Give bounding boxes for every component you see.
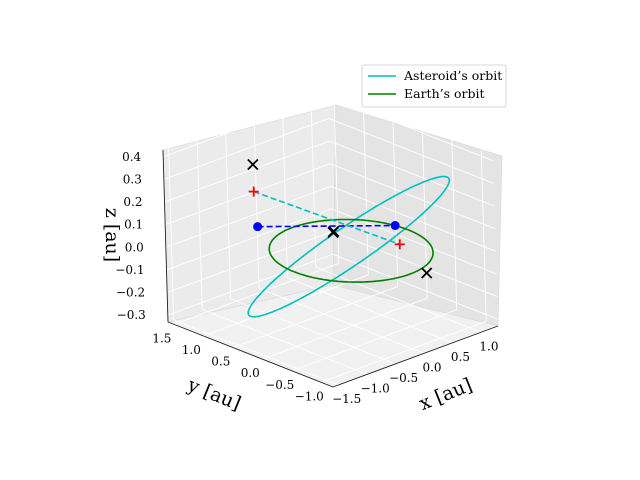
floor-grid-x xyxy=(173,319,339,386)
asteroid-orbit-line xyxy=(247,175,451,318)
back-grid-x xyxy=(282,105,288,278)
dashed-connector xyxy=(257,224,396,228)
y-tick-label: −1.0 xyxy=(295,389,324,403)
x-tick-label: −1.5 xyxy=(332,392,361,406)
x-tick-label: 1.0 xyxy=(479,339,498,353)
orbit-curves xyxy=(247,175,451,318)
z-tick-label: 0.2 xyxy=(123,195,142,209)
side-grid-z xyxy=(332,253,498,320)
floor-grid-x xyxy=(230,298,396,365)
back-grid-z xyxy=(164,140,330,203)
z-tick-label: 0.0 xyxy=(125,240,144,254)
side-grid-z xyxy=(330,185,496,252)
markers xyxy=(247,158,433,279)
side-grid-z xyxy=(329,140,495,207)
black-x-marker xyxy=(421,267,433,279)
tick-labels: −1.5−1.0−0.50.00.51.0−1.0−0.50.00.51.01.… xyxy=(115,150,498,406)
y-tick-label: 0.0 xyxy=(241,366,260,380)
side-grid-z xyxy=(330,163,496,230)
x-tick-label: 0.0 xyxy=(422,360,441,374)
floor-grid-x xyxy=(258,287,425,354)
blue-dot-marker xyxy=(253,222,263,232)
legend: Asteroid’s orbit Earth’s orbit xyxy=(361,64,507,108)
side-grid-y xyxy=(392,114,399,287)
back-grid-z xyxy=(165,185,331,248)
back-grid-x xyxy=(225,126,232,299)
z-tick-label: 0.4 xyxy=(122,150,141,164)
back-grid-x xyxy=(310,95,317,268)
y-tick-label: 1.5 xyxy=(152,331,171,345)
dashed-lines xyxy=(253,190,401,246)
grid-lines xyxy=(163,91,498,386)
axis-lines xyxy=(162,149,499,388)
z-tick-label: −0.2 xyxy=(116,286,145,300)
y-tick-label: 1.0 xyxy=(182,343,201,357)
floor-grid-x xyxy=(201,308,368,375)
red-plus-marker xyxy=(248,186,259,197)
back-grid-x xyxy=(253,116,260,289)
x-axis-line xyxy=(332,325,499,388)
back-grid-z xyxy=(166,208,332,271)
z-tick-label: 0.3 xyxy=(123,172,142,186)
side-grid-y xyxy=(451,137,458,310)
red-plus-marker xyxy=(394,239,405,250)
earth-orbit-line xyxy=(268,218,434,283)
side-grid-y xyxy=(362,102,369,275)
back-grid-z xyxy=(167,253,333,316)
x-tick-label: −0.5 xyxy=(389,371,418,385)
back-grid-x xyxy=(196,137,203,310)
x-axis-label: x [au] xyxy=(416,374,475,415)
dashed-connector xyxy=(253,190,401,246)
side-grid-z xyxy=(328,118,495,184)
floor-grid-y xyxy=(173,262,340,325)
x-tick-label: 0.5 xyxy=(451,350,470,364)
y-tick-label: 0.5 xyxy=(211,355,230,369)
legend-label-asteroid: Asteroid’s orbit xyxy=(403,68,502,83)
floor-grid-x xyxy=(287,277,453,344)
back-grid-z xyxy=(163,95,329,158)
side-grid-y xyxy=(480,149,487,322)
back-grid-z xyxy=(165,163,331,226)
back-grid-z xyxy=(166,231,333,294)
side-grid-z xyxy=(331,231,498,297)
x-tick-label: −1.0 xyxy=(361,381,390,395)
floor-grid-x xyxy=(315,266,482,333)
z-tick-label: −0.1 xyxy=(115,263,144,277)
z-tick-label: 0.1 xyxy=(124,218,143,232)
side-grid-z xyxy=(328,95,494,162)
z-tick-label: −0.3 xyxy=(117,308,146,322)
z-axis-label: z [au] xyxy=(101,208,123,262)
back-grid-z xyxy=(163,117,330,180)
black-x-marker xyxy=(328,225,340,238)
back-grid-x xyxy=(168,147,175,320)
legend-box xyxy=(361,64,507,108)
black-x-marker xyxy=(247,158,259,171)
floor-grid-y xyxy=(232,286,398,348)
axes-panes xyxy=(162,104,503,388)
y-tick-label: −0.5 xyxy=(265,378,294,392)
y-axis-label: y [au] xyxy=(184,374,244,415)
y-axis-line xyxy=(167,321,334,388)
floor-grid-y xyxy=(262,297,428,360)
legend-label-earth: Earth’s orbit xyxy=(404,86,485,101)
blue-dot-marker xyxy=(390,221,400,231)
floor-grid-y xyxy=(321,320,487,383)
floor-grid-y xyxy=(291,309,457,372)
z-axis-line xyxy=(162,149,169,323)
back-left-pane xyxy=(162,104,337,323)
